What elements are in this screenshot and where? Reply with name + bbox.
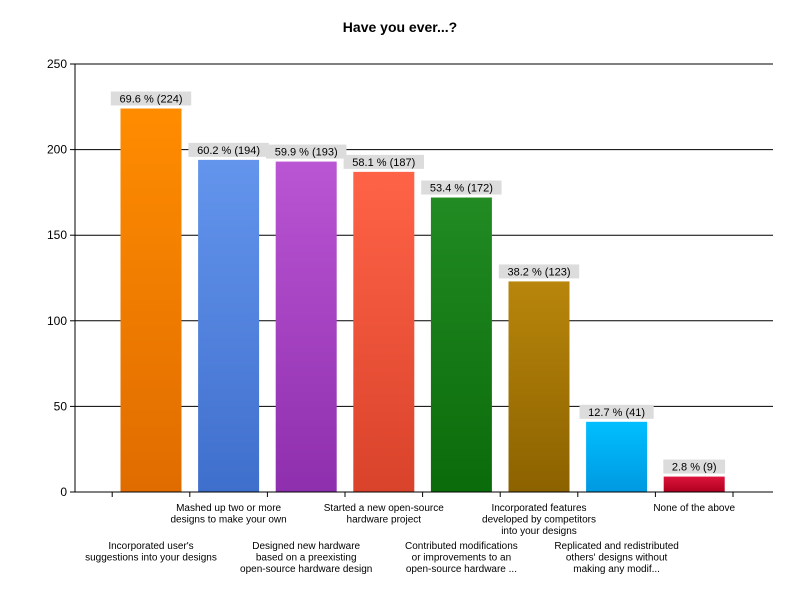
category-label: Replicated and redistributed bbox=[554, 541, 679, 552]
data-labels: 69.6 % (224) 60.2 % (194) 59.9 % (193) 58.1… bbox=[110, 91, 726, 474]
category-label: Designed new hardware bbox=[252, 541, 360, 552]
data-label: 60.2 % (194) bbox=[197, 145, 260, 157]
axes: 0 50 100 150 200 250 bbox=[47, 57, 773, 499]
data-label-box bbox=[421, 180, 502, 195]
category-label: hardware project bbox=[347, 515, 422, 526]
data-label-box bbox=[110, 91, 192, 106]
data-label-box bbox=[663, 459, 726, 474]
bar bbox=[663, 476, 725, 492]
category-label: Mashed up two or more bbox=[176, 503, 281, 514]
bar bbox=[586, 421, 648, 492]
category-label: others' designs without bbox=[566, 553, 668, 564]
category-label: open-source hardware design bbox=[240, 564, 372, 575]
category-label: open-source hardware ... bbox=[406, 564, 517, 575]
category-label: or improvements to an bbox=[412, 553, 512, 564]
category-label: designs to make your own bbox=[171, 515, 287, 526]
data-label: 12.7 % (41) bbox=[588, 407, 645, 419]
data-label: 59.9 % (193) bbox=[275, 147, 338, 159]
category-label: suggestions into your designs bbox=[85, 553, 217, 564]
y-tick-label: 0 bbox=[60, 485, 67, 499]
data-label-box bbox=[343, 154, 424, 169]
category-label: Contributed modifications bbox=[405, 541, 518, 552]
bar bbox=[275, 161, 337, 493]
category-label: based on a preexisting bbox=[256, 553, 357, 564]
category-label: making any modif... bbox=[573, 564, 660, 575]
y-tick-label: 100 bbox=[47, 314, 67, 328]
category-label: None of the above bbox=[653, 503, 735, 514]
data-label-box bbox=[498, 264, 580, 279]
y-tick-label: 50 bbox=[54, 399, 68, 413]
category-label: Incorporated user's bbox=[108, 541, 193, 552]
data-label: 2.8 % (9) bbox=[672, 462, 717, 474]
category-label: Started a new open-source bbox=[324, 503, 445, 514]
bar bbox=[508, 281, 570, 492]
data-label-box bbox=[579, 404, 654, 419]
data-label: 69.6 % (224) bbox=[120, 94, 183, 106]
data-label: 53.4 % (172) bbox=[430, 183, 493, 195]
data-label-box bbox=[266, 144, 347, 159]
bar bbox=[120, 108, 182, 493]
bars bbox=[120, 108, 725, 493]
data-label: 38.2 % (123) bbox=[508, 266, 571, 278]
category-label: into your designs bbox=[501, 526, 577, 537]
data-label-box bbox=[188, 142, 269, 157]
category-label: developed by competitors bbox=[482, 515, 596, 526]
bar bbox=[198, 159, 260, 492]
data-label: 58.1 % (187) bbox=[352, 157, 415, 169]
bar bbox=[353, 171, 415, 492]
y-tick-label: 150 bbox=[47, 228, 67, 242]
bar bbox=[430, 197, 492, 492]
category-label: Incorporated features bbox=[491, 503, 586, 514]
y-tick-label: 250 bbox=[47, 57, 67, 71]
y-tick-label: 200 bbox=[47, 143, 67, 157]
chart-title: Have you ever...? bbox=[343, 19, 457, 35]
